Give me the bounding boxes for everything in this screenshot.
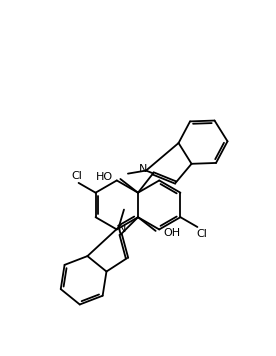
Text: OH: OH <box>163 228 181 238</box>
Text: HO: HO <box>95 172 113 182</box>
Text: Cl: Cl <box>196 229 207 239</box>
Text: Cl: Cl <box>71 171 82 181</box>
Text: N: N <box>118 224 126 234</box>
Text: N: N <box>139 164 147 174</box>
